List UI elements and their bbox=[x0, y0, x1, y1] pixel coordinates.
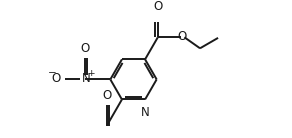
Text: −: − bbox=[48, 68, 56, 78]
Text: O: O bbox=[51, 72, 60, 85]
Text: O: O bbox=[153, 0, 162, 13]
Text: N: N bbox=[141, 106, 150, 119]
Text: O: O bbox=[177, 30, 186, 43]
Text: N: N bbox=[82, 72, 91, 85]
Text: O: O bbox=[102, 89, 112, 102]
Text: O: O bbox=[80, 42, 90, 55]
Text: +: + bbox=[88, 69, 95, 78]
